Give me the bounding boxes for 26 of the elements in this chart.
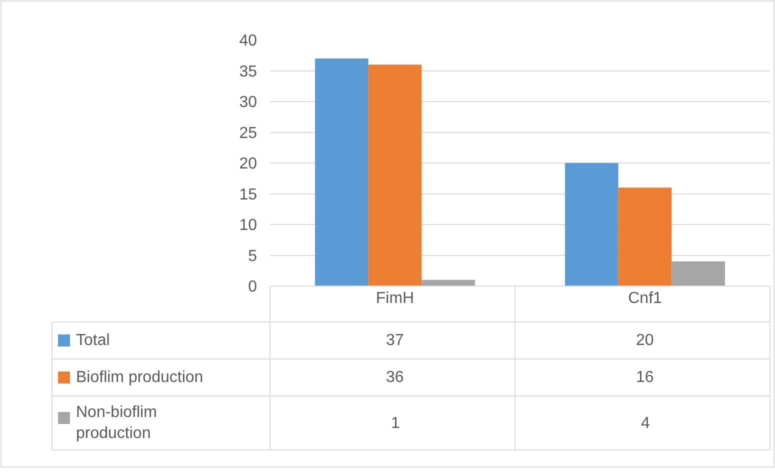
data-label: 16 <box>636 369 654 386</box>
bar <box>422 280 475 286</box>
y-tick-label: 20 <box>239 156 258 173</box>
y-tick-label: 25 <box>239 124 258 142</box>
data-label: 36 <box>386 369 404 386</box>
data-label: 4 <box>641 415 650 432</box>
bar <box>618 188 672 286</box>
y-tick-label: 15 <box>239 186 258 204</box>
bar <box>565 163 618 286</box>
y-tick-label: 35 <box>239 63 258 80</box>
x-tick-label: FimH <box>376 290 414 307</box>
data-label: 20 <box>636 332 654 349</box>
y-tick-label: 5 <box>248 248 258 265</box>
x-tick-label: Cnf1 <box>628 290 662 307</box>
y-tick-label: 10 <box>239 217 258 234</box>
bar <box>315 58 368 286</box>
data-label: 1 <box>391 415 400 432</box>
bar <box>672 261 725 286</box>
legend-label: Non-bioflim production <box>76 404 157 442</box>
y-tick-label: 40 <box>239 32 258 50</box>
bar <box>368 64 422 286</box>
legend-label: Total <box>76 332 110 349</box>
legend-label: Bioflim production <box>76 369 204 386</box>
y-tick-label: 0 <box>248 278 258 296</box>
data-label: 37 <box>386 332 404 349</box>
y-tick-label: 30 <box>239 94 258 112</box>
